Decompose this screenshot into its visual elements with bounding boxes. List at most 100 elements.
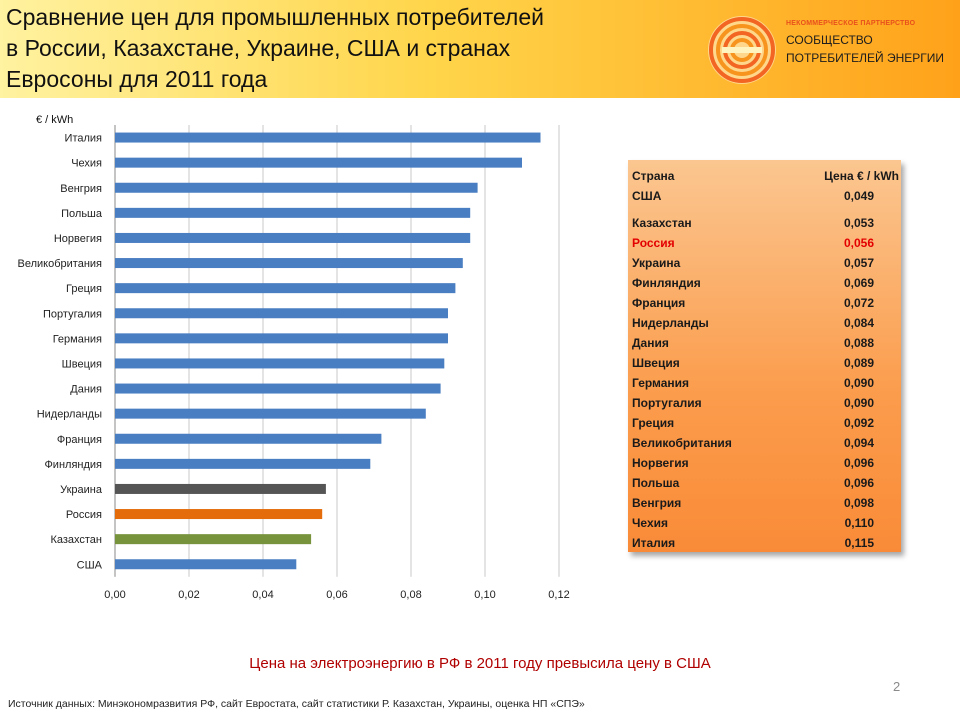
category-label: Дания: [70, 384, 102, 396]
bar: [115, 258, 463, 269]
table-cell-price: 0,090: [843, 396, 874, 410]
table-cell-price: 0,049: [843, 189, 874, 203]
category-label: Финляндия: [44, 459, 102, 471]
table-cell-price: 0,069: [843, 276, 874, 290]
table-cell-price: 0,090: [843, 376, 874, 390]
table-cell-country: Нидерланды: [632, 316, 709, 330]
table-row: Венгрия 0,098: [628, 493, 901, 513]
title-line: в России, Казахстане, Украине, США и стр…: [6, 35, 511, 61]
table-cell-country: Германия: [632, 376, 690, 390]
bar: [115, 408, 426, 419]
bar: [115, 157, 522, 168]
table-cell-country: Украина: [632, 256, 681, 270]
x-tick-label: 0,12: [548, 589, 569, 601]
table-cell-country: Дания: [632, 336, 669, 350]
table-cell-country: Польша: [632, 476, 680, 490]
table-cell-country: Португалия: [632, 396, 702, 410]
table-cell-price: 0,053: [843, 216, 874, 230]
bar-chart: 0,00 0,02 0,04 0,06 0,08 0,10 0,12 € / kWh Итали…: [18, 114, 570, 601]
price-table: Страна Цена € / kWh США 0,049 Казахстан 0,0…: [628, 160, 901, 552]
category-label: Украина: [60, 484, 103, 496]
category-label: США: [77, 559, 103, 571]
table-cell-country: США: [632, 189, 662, 203]
bar: [115, 132, 541, 143]
table-cell-price: 0,110: [844, 516, 874, 530]
bar: [115, 232, 471, 243]
table-row: США 0,049: [628, 186, 901, 206]
bar: [115, 207, 471, 218]
category-label: Казахстан: [50, 534, 102, 546]
table-row: Украина 0,057: [628, 253, 901, 273]
table-cell-price: 0,056: [843, 236, 874, 250]
table-row: Норвегия 0,096: [628, 453, 901, 473]
category-label: Норвегия: [54, 233, 102, 245]
bar: [115, 358, 445, 369]
org-name-line: СООБЩЕСТВО: [786, 33, 873, 47]
table-cell-price: 0,072: [843, 296, 874, 310]
category-label: Греция: [66, 283, 102, 295]
title-line: Сравнение цен для промышленных потребите…: [6, 4, 544, 30]
table-row: Нидерланды 0,084: [628, 313, 901, 333]
bar: [115, 559, 297, 570]
category-label: Италия: [65, 133, 103, 145]
table-cell-country: Великобритания: [632, 436, 732, 450]
x-tick-label: 0,08: [400, 589, 421, 601]
table-row: Финляндия 0,069: [628, 273, 901, 293]
category-label: Германия: [53, 333, 102, 345]
table-cell-price: 0,115: [844, 536, 874, 550]
table-cell-price: 0,084: [843, 316, 874, 330]
table-cell-country: Франция: [632, 296, 686, 310]
table-cell-country: Греция: [632, 416, 675, 430]
table-row: Швеция 0,089: [628, 353, 901, 373]
table-cell-country: Швеция: [632, 356, 680, 370]
table-row: Германия 0,090: [628, 373, 901, 393]
bar: [115, 509, 323, 520]
table-row: Италия 0,115: [628, 533, 901, 553]
table-row: Казахстан 0,053: [628, 213, 901, 233]
category-label: Венгрия: [60, 183, 102, 195]
table-row: Польша 0,096: [628, 473, 901, 493]
bar: [115, 333, 448, 344]
table-header-country: Страна: [632, 169, 675, 183]
category-label: Чехия: [71, 158, 102, 170]
bar: [115, 182, 478, 193]
bar: [115, 433, 382, 444]
table-cell-country: Финляндия: [632, 276, 701, 290]
bar: [115, 283, 456, 294]
source-note: Источник данных: Минэкономразвития РФ, с…: [8, 698, 585, 710]
table-cell-price: 0,092: [843, 416, 874, 430]
slide-title: Сравнение цен для промышленных потребите…: [6, 2, 696, 95]
table-header-price: Цена € / kWh: [824, 169, 899, 183]
bar: [115, 534, 312, 545]
logo-icon: [708, 16, 776, 84]
table-row: Греция 0,092: [628, 413, 901, 433]
table-cell-country: Венгрия: [632, 496, 682, 510]
bar: [115, 308, 448, 319]
category-label: Швеция: [62, 358, 102, 370]
x-tick-label: 0,10: [474, 589, 495, 601]
table-cell-country: Казахстан: [632, 216, 692, 230]
table-header: Страна Цена € / kWh: [628, 166, 901, 186]
slide-header: Сравнение цен для промышленных потребите…: [0, 0, 960, 98]
table-row: Россия 0,056: [628, 233, 901, 253]
x-tick-label: 0,06: [326, 589, 347, 601]
category-label: Франция: [57, 434, 102, 446]
table-cell-price: 0,096: [843, 476, 874, 490]
category-label: Россия: [66, 509, 102, 521]
conclusion-text: Цена на электроэнергию в РФ в 2011 году …: [249, 655, 711, 672]
table-cell-country: Чехия: [632, 516, 668, 530]
bar: [115, 483, 326, 494]
table-cell-price: 0,089: [843, 356, 874, 370]
table-row: Португалия 0,090: [628, 393, 901, 413]
x-tick-label: 0,04: [252, 589, 273, 601]
title-line: Евросоны для 2011 года: [6, 66, 268, 92]
table-cell-price: 0,094: [843, 436, 874, 450]
table-cell-price: 0,057: [843, 256, 874, 270]
category-label: Польша: [61, 208, 103, 220]
table-row: Дания 0,088: [628, 333, 901, 353]
org-name-line: ПОТРЕБИТЕЛЕЙ ЭНЕРГИИ: [786, 51, 945, 65]
table-row: Великобритания 0,094: [628, 433, 901, 453]
category-label: Великобритания: [18, 258, 103, 270]
x-tick-label: 0,02: [178, 589, 199, 601]
bar: [115, 383, 441, 394]
